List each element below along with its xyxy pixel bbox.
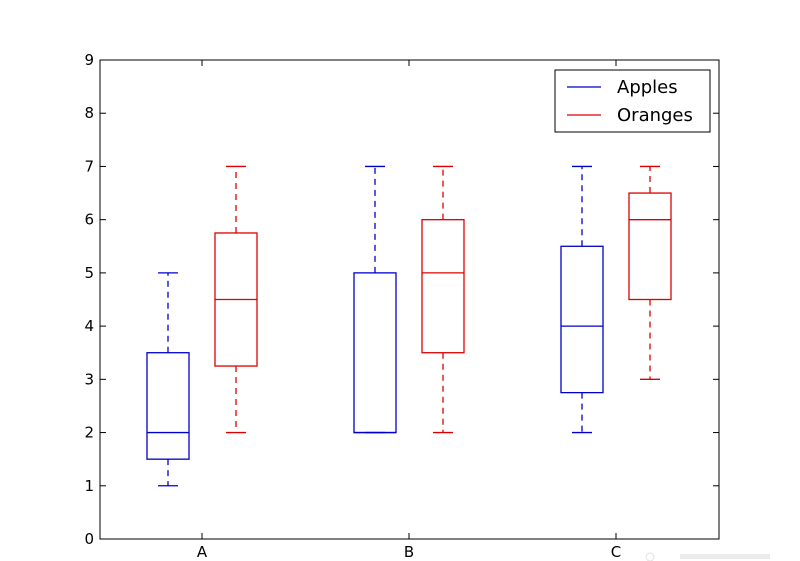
y-tick-label: 1 [84, 477, 94, 495]
legend-label-apples: Apples [617, 77, 678, 98]
plot-marks [146, 165, 672, 487]
x-tick-label: C [611, 543, 621, 561]
y-tick-label: 5 [84, 264, 94, 282]
x-tick-label: B [404, 543, 414, 561]
y-tick-label: 0 [84, 530, 94, 548]
y-tick-label: 8 [84, 104, 94, 122]
x-tick-label: A [197, 543, 208, 561]
box-apples-c [560, 165, 604, 434]
watermark [645, 552, 770, 561]
y-tick-label: 3 [84, 370, 94, 388]
box-oranges-c [628, 165, 672, 380]
box [421, 219, 465, 354]
box [146, 352, 190, 460]
legend-label-oranges: Oranges [617, 105, 693, 126]
y-tick-label: 7 [84, 157, 94, 175]
box [628, 192, 672, 301]
y-tick-label: 6 [84, 211, 94, 229]
box-apples-a [146, 272, 190, 487]
box-apples-b [353, 165, 397, 434]
y-tick-label: 4 [84, 317, 94, 335]
axes: 0 1 2 3 4 5 6 7 8 9 A B C [84, 51, 719, 561]
box-oranges-a [214, 165, 258, 434]
box [560, 245, 604, 394]
box [353, 272, 397, 434]
box-oranges-b [421, 165, 465, 434]
legend: Apples Oranges [554, 69, 711, 133]
legend-frame [554, 69, 711, 133]
y-tick-label: 2 [84, 424, 94, 442]
y-tick-label: 9 [84, 51, 94, 69]
